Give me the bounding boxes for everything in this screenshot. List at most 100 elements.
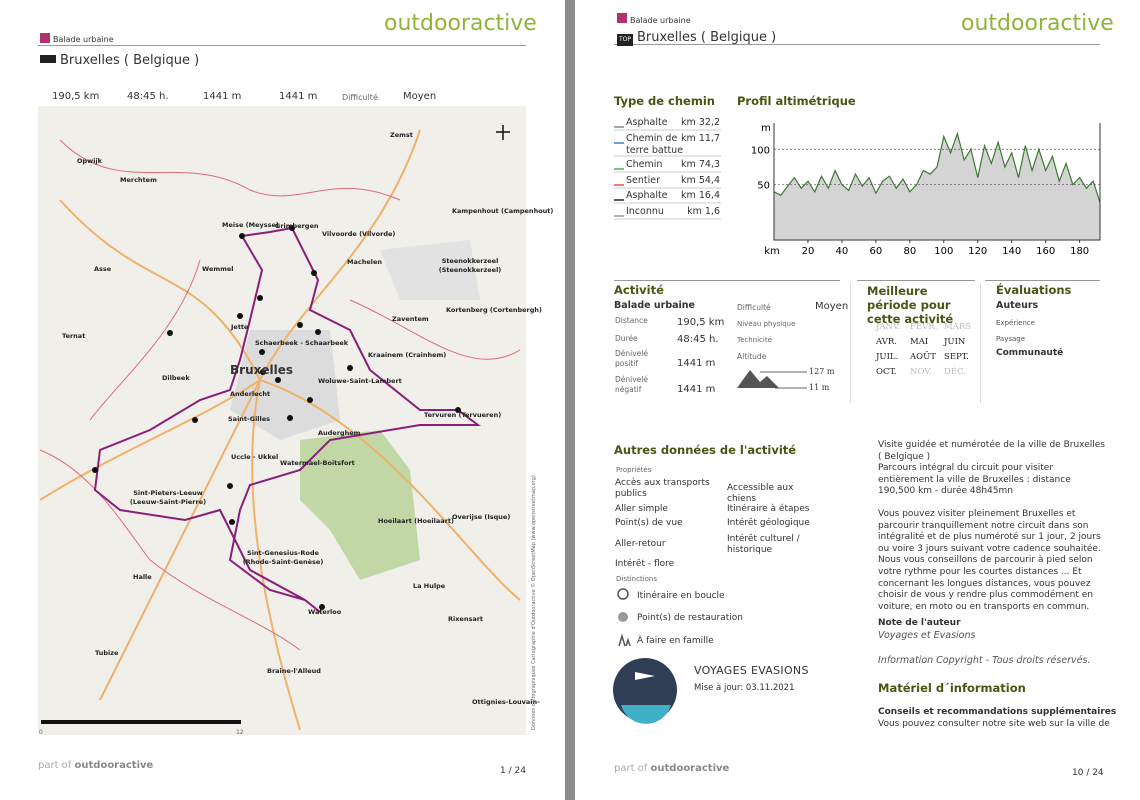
section-title: Type de chemin: [614, 94, 715, 108]
category: Balade urbaine: [53, 35, 114, 44]
path-type-name: Asphalte: [626, 117, 668, 128]
title: Bruxelles ( Belgique ): [60, 53, 200, 68]
x-tick-label: 120: [968, 246, 987, 257]
activity-value: 190,5 km: [677, 317, 725, 328]
right-layer: [613, 13, 1100, 724]
note-title: Note de l'auteur: [878, 618, 961, 628]
x-tick-label: 160: [1036, 246, 1055, 257]
map-place: Grimbergen: [275, 222, 319, 230]
footer-part-of: part of outdooractive: [38, 760, 153, 772]
map-layer: [38, 33, 526, 735]
map-place: Saint-Gilles: [228, 415, 271, 423]
property: Intérêt géologique: [727, 518, 810, 528]
stat: 48:45 h.: [127, 91, 169, 102]
divider: [850, 283, 851, 403]
difficulty-value: Moyen: [815, 301, 849, 312]
x-tick-label: 100: [934, 246, 953, 257]
distinction: Point(s) de restauration: [637, 613, 743, 623]
map-place: Meise (Meysse): [222, 221, 279, 229]
month: JUIL.: [876, 352, 899, 362]
advice-text: Vous pouvez consulter notre site web sur…: [878, 719, 1110, 729]
section-title: Profil altimétrique: [737, 94, 856, 108]
month: JANV.: [876, 322, 901, 332]
property: Accès aux transports publics: [615, 478, 710, 499]
urban-area: [230, 330, 340, 440]
map-place: Anderlecht: [230, 390, 271, 398]
divider: [857, 280, 975, 281]
page-number: 10 / 24: [1072, 768, 1104, 778]
map-place: Uccle - Ukkel: [231, 453, 279, 461]
x-tick-label: 80: [903, 246, 916, 257]
difficulty-value: Moyen: [403, 91, 437, 102]
top-badge: TOP: [617, 34, 634, 46]
footer-text: part of: [614, 763, 648, 774]
category-icon: [40, 33, 50, 43]
map-place: Sint-Genesius-Rode (Rhode-Saint-Genèse): [242, 549, 324, 566]
month: OCT.: [876, 367, 897, 377]
map-place: La Hulpe: [413, 582, 446, 590]
footer-part-of: part of outdooractive: [614, 763, 729, 775]
altitude-max: 127 m: [809, 367, 835, 376]
month: SEPT.: [944, 352, 969, 362]
difficulty-label: Difficulté: [737, 303, 771, 312]
airport: [380, 240, 480, 300]
rating-label: Paysage: [996, 335, 1026, 343]
path-type-name: Chemin de terre battue: [626, 133, 684, 156]
property: Intérêt - flore: [615, 559, 675, 569]
author-updated: Mise à jour: 03.11.2021: [694, 683, 795, 693]
copyright: Information Copyright - Tous droits rése…: [878, 655, 1091, 666]
map-place: Ternat: [62, 332, 86, 340]
x-unit: km: [764, 246, 780, 257]
distinctions-label: Distinctions: [616, 575, 658, 583]
ratings-community: Communauté: [996, 348, 1064, 358]
advice-title: Conseils et recommandations supplémentai…: [878, 707, 1117, 717]
brand: outdooractive: [961, 11, 1114, 36]
month: JUIN: [944, 337, 966, 347]
x-tick-label: 60: [870, 246, 883, 257]
map-place: Halle: [133, 573, 152, 581]
map-place: Zaventem: [392, 315, 429, 323]
borders: [39, 139, 521, 651]
divider: [614, 44, 1100, 45]
compass: [496, 125, 510, 140]
path-type-name: Sentier: [626, 175, 661, 186]
page-left: Zemst Opwijk Merchtem Meise (Meysse) Grimber…: [0, 0, 565, 800]
forest: [300, 430, 420, 580]
divider: [985, 280, 1100, 281]
property: Aller-retour: [615, 539, 666, 549]
page-number: 1 / 24: [500, 766, 526, 776]
activity-type: Balade urbaine: [614, 300, 695, 311]
category-icon: [617, 13, 627, 23]
activity-value: 1441 m: [677, 384, 716, 395]
divider: [614, 280, 840, 281]
distinction: Itinéraire en boucle: [637, 591, 725, 601]
section-title: Meilleure période pour cette activité: [867, 284, 954, 326]
loop-icon: [617, 588, 629, 600]
x-tick-label: 180: [1070, 246, 1089, 257]
map-place: Wemmel: [202, 265, 234, 273]
route-stops: [92, 225, 461, 610]
route: [93, 226, 481, 613]
stat: 1441 m: [203, 91, 242, 102]
activity-label: Durée: [615, 334, 638, 343]
x-tick-label: 40: [836, 246, 849, 257]
map-attribution: Données cartographiques Cartographie d'O…: [531, 475, 537, 730]
page-right: m km 50 100 20 40 60 80 100 120 140 160 180 Type de …: [575, 0, 1140, 800]
property: Accessible aux chiens: [727, 483, 794, 504]
map-place: Overijse (Isque): [452, 513, 511, 521]
map-place: Tervuren (Tervueren): [424, 411, 502, 419]
map-place: Watermael-Boitsfort: [280, 459, 355, 467]
rating-label: Technicité: [737, 336, 772, 344]
restaurant-icon: [618, 612, 628, 622]
roads: [39, 129, 521, 731]
elevation-profile: m km 50 100 20 40 60 80 100 120 140 160 180: [614, 123, 1101, 257]
y-unit: m: [761, 123, 771, 134]
month: MARS: [944, 322, 972, 332]
ratings-authors: Auteurs: [996, 300, 1039, 311]
month: AOÛT: [910, 352, 936, 362]
section-title: Autres données de l'activité: [614, 443, 797, 457]
map-place: Kampenhout (Campenhout): [452, 207, 554, 215]
map-place: Auderghem: [318, 429, 361, 437]
note-author: Voyages et Evasions: [878, 630, 976, 641]
section-title: Activité: [614, 283, 664, 297]
